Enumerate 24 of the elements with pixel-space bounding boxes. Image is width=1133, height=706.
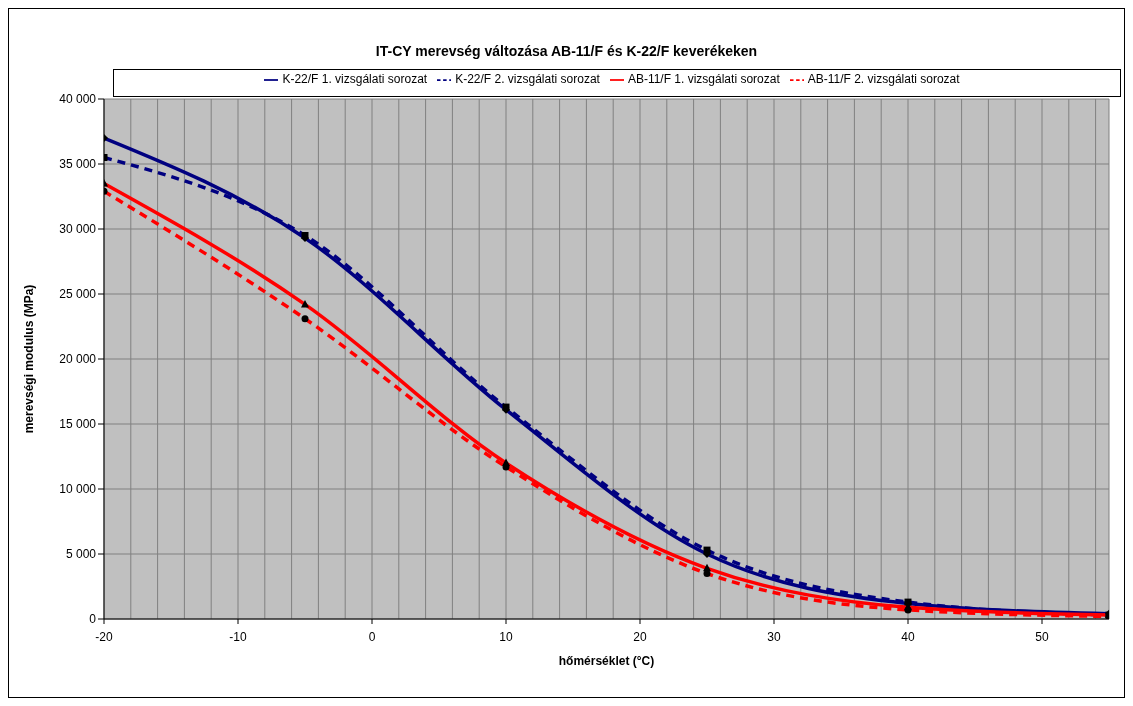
x-tick-label: 0: [368, 630, 376, 644]
y-tick-label: 5 000: [65, 547, 97, 562]
x-tick-label: 50: [1035, 630, 1049, 644]
x-tick-label: 20: [633, 630, 647, 644]
x-tick-label: -20: [95, 630, 113, 644]
y-tick-label: 0: [89, 612, 97, 627]
y-axis-title: merevségi modulus (MPa): [22, 284, 37, 434]
legend-label: K-22/F 1. vizsgálati sorozat: [282, 72, 428, 86]
x-tick-label: -10: [229, 630, 247, 644]
y-tick-label: 40 000: [59, 92, 97, 107]
legend-label: AB-11/F 2. vizsgálati sorozat: [807, 72, 960, 86]
y-tick-label: 15 000: [59, 417, 97, 432]
legend-label: K-22/F 2. vizsgálati sorozat: [455, 72, 600, 86]
chart-title: IT-CY merevség változása AB-11/F és K-22/F keverékeken: [374, 42, 759, 59]
y-tick-label: 10 000: [59, 482, 97, 497]
x-tick-label: 40: [901, 630, 915, 644]
y-tick-label: 30 000: [59, 222, 97, 237]
y-tick-label: 20 000: [59, 352, 97, 367]
x-tick-label: 30: [767, 630, 781, 644]
x-axis-title: hőmérséklet (°C): [558, 654, 655, 668]
y-tick-label: 25 000: [59, 287, 97, 302]
y-tick-label: 35 000: [59, 157, 97, 172]
x-tick-label: 10: [499, 630, 513, 644]
legend-label: AB-11/F 1. vizsgálati sorozat: [627, 72, 780, 86]
